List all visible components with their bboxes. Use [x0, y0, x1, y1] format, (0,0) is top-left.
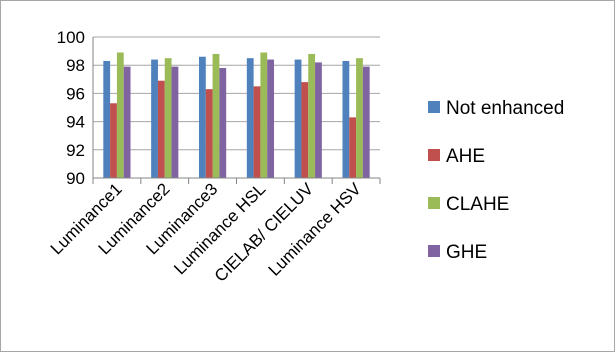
bar-clahe — [164, 58, 172, 178]
x-tick-labels: Luminance1Luminance2Luminance3Luminance … — [47, 179, 366, 286]
legend-swatch — [428, 101, 440, 113]
bar-not-enhanced — [246, 58, 254, 178]
bar-ahe — [349, 117, 357, 178]
bar-clahe — [116, 52, 124, 179]
legend-label: GHE — [446, 242, 487, 263]
bar-ghe — [123, 66, 131, 178]
y-tick-label: 90 — [66, 169, 85, 188]
bar-not-enhanced — [151, 59, 158, 179]
bar-clahe — [308, 53, 316, 178]
y-tick-label: 94 — [66, 113, 85, 132]
y-tick-label: 98 — [66, 56, 85, 75]
bar-not-enhanced — [198, 56, 206, 178]
bar-ghe — [315, 62, 322, 178]
bar-ahe — [110, 103, 117, 178]
y-tick-label: 96 — [66, 84, 85, 103]
gridlines — [93, 36, 380, 151]
legend-swatch — [428, 197, 440, 209]
axes — [92, 37, 381, 184]
bars — [103, 52, 370, 179]
bar-clahe — [212, 53, 220, 178]
bar-ghe — [362, 66, 370, 178]
legend: Not enhanced AHE CLAHE GHE — [428, 98, 564, 263]
y-tick-label: 92 — [66, 141, 85, 160]
bar-ghe — [171, 66, 179, 178]
legend-label: AHE — [446, 146, 485, 167]
bar-ghe — [219, 68, 227, 178]
bar-clahe — [356, 58, 363, 178]
y-tick-label: 100 — [57, 28, 85, 47]
bar-not-enhanced — [294, 59, 302, 179]
legend-swatch — [428, 245, 440, 257]
bar-clahe — [260, 52, 268, 179]
bar-ahe — [205, 89, 213, 178]
legend-swatch — [428, 149, 440, 161]
bar-not-enhanced — [342, 60, 350, 178]
bar-ahe — [253, 86, 261, 178]
bar-ghe — [267, 59, 275, 179]
y-tick-labels: 90 92 94 96 98 100 — [57, 28, 85, 188]
bar-not-enhanced — [103, 60, 111, 178]
bar-ahe — [157, 80, 165, 178]
bar-ahe — [301, 82, 309, 178]
legend-label: CLAHE — [446, 194, 509, 215]
legend-label: Not enhanced — [446, 98, 564, 119]
